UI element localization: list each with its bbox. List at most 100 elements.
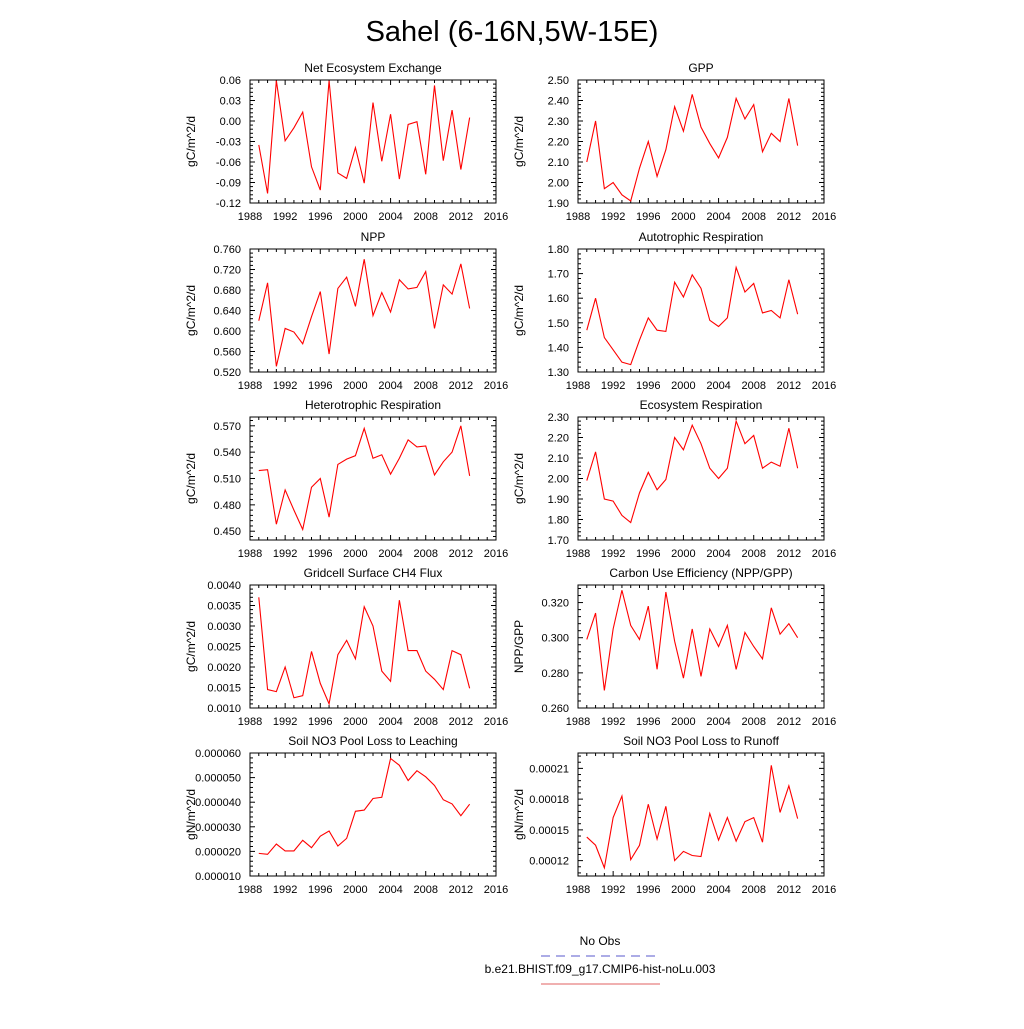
y-tick-label: 0.0015 bbox=[207, 683, 241, 695]
panel-title: Ecosystem Respiration bbox=[640, 398, 763, 412]
x-tick-label: 2008 bbox=[413, 380, 437, 392]
series-line bbox=[586, 590, 799, 691]
x-tick-label: 2004 bbox=[706, 884, 730, 896]
x-tick-label: 2000 bbox=[343, 548, 367, 560]
y-tick-label: 0.680 bbox=[213, 285, 241, 297]
y-tick-label: 0.560 bbox=[213, 347, 241, 359]
y-tick-label: 2.30 bbox=[548, 116, 569, 128]
y-tick-label: 0.300 bbox=[541, 633, 569, 645]
x-tick-label: 2012 bbox=[449, 716, 473, 728]
y-tick-label: 0.280 bbox=[541, 668, 569, 680]
y-tick-label: 0.570 bbox=[213, 421, 241, 433]
y-tick-label: 0.510 bbox=[213, 474, 241, 486]
x-tick-label: 2000 bbox=[671, 211, 695, 223]
x-tick-label: 1992 bbox=[273, 716, 297, 728]
y-tick-label: 2.30 bbox=[548, 412, 569, 424]
series-line bbox=[258, 80, 471, 194]
y-tick-label: 2.20 bbox=[548, 137, 569, 149]
x-tick-label: 1996 bbox=[308, 380, 332, 392]
x-tick-label: 2012 bbox=[777, 716, 801, 728]
y-tick-label: 2.10 bbox=[548, 157, 569, 169]
y-tick-label: 0.450 bbox=[213, 526, 241, 538]
y-axis-label: gC/m^2/d bbox=[184, 285, 198, 336]
series-line bbox=[258, 259, 471, 367]
x-tick-label: 1988 bbox=[238, 716, 262, 728]
panel-4: Autotrophic Respiration gC/m^2/d 1988 1992 1… bbox=[512, 230, 836, 392]
x-tick-label: 1988 bbox=[566, 884, 590, 896]
plot-frame bbox=[577, 248, 825, 373]
y-tick-label: 1.50 bbox=[548, 318, 569, 330]
y-tick-label: 1.70 bbox=[548, 269, 569, 281]
x-tick-label: 2008 bbox=[741, 380, 765, 392]
x-tick-label: 1996 bbox=[636, 380, 660, 392]
x-tick-label: 2016 bbox=[812, 211, 836, 223]
x-tick-label: 1988 bbox=[566, 211, 590, 223]
x-tick-label: 2000 bbox=[343, 211, 367, 223]
x-tick-label: 1996 bbox=[636, 211, 660, 223]
x-tick-label: 1996 bbox=[636, 548, 660, 560]
x-tick-label: 1988 bbox=[238, 548, 262, 560]
x-tick-label: 1992 bbox=[273, 380, 297, 392]
x-tick-label: 2012 bbox=[449, 548, 473, 560]
panel-3: NPP gC/m^2/d 1988 1992 1996 2000 2004 2008 2012 2… bbox=[184, 230, 508, 392]
x-tick-label: 2004 bbox=[378, 716, 402, 728]
y-tick-label: 0.540 bbox=[213, 447, 241, 459]
x-tick-label: 2000 bbox=[671, 716, 695, 728]
y-tick-label: -0.03 bbox=[216, 137, 241, 149]
y-tick-label: 0.000010 bbox=[195, 871, 241, 883]
y-axis-label: gC/m^2/d bbox=[512, 116, 526, 167]
x-tick-label: 2004 bbox=[378, 380, 402, 392]
panel-title: Carbon Use Efficiency (NPP/GPP) bbox=[609, 566, 792, 580]
y-tick-label: -0.09 bbox=[216, 178, 241, 190]
x-tick-label: 2004 bbox=[378, 211, 402, 223]
x-tick-label: 2004 bbox=[706, 548, 730, 560]
panel-2: GPP gC/m^2/d 1988 1992 1996 2000 2004 2008 2012 2… bbox=[512, 61, 836, 223]
y-axis-label: gC/m^2/d bbox=[512, 453, 526, 504]
series-line bbox=[258, 425, 471, 532]
y-tick-label: 0.00018 bbox=[529, 794, 569, 806]
y-axis-label: gC/m^2/d bbox=[512, 285, 526, 336]
x-tick-label: 2012 bbox=[449, 380, 473, 392]
y-tick-label: 0.0025 bbox=[207, 642, 241, 654]
y-tick-label: 0.0020 bbox=[207, 662, 241, 674]
x-tick-label: 2008 bbox=[741, 211, 765, 223]
y-tick-label: 0.000040 bbox=[195, 797, 241, 809]
panel-8: Carbon Use Efficiency (NPP/GPP) NPP/GPP 19… bbox=[512, 566, 836, 728]
panel-10: Soil NO3 Pool Loss to Runoff gN/m^2/d 1988… bbox=[512, 734, 836, 896]
y-tick-label: 0.0030 bbox=[207, 621, 241, 633]
y-tick-label: 1.40 bbox=[548, 342, 569, 354]
x-tick-label: 1992 bbox=[601, 548, 625, 560]
x-tick-label: 2004 bbox=[706, 380, 730, 392]
legend-label-no-obs: No Obs bbox=[580, 934, 621, 948]
x-tick-label: 2008 bbox=[413, 548, 437, 560]
y-tick-label: 1.60 bbox=[548, 293, 569, 305]
x-tick-label: 2000 bbox=[671, 884, 695, 896]
x-tick-label: 1992 bbox=[273, 548, 297, 560]
x-tick-label: 1996 bbox=[636, 884, 660, 896]
y-tick-label: 1.90 bbox=[548, 198, 569, 210]
x-tick-label: 1992 bbox=[273, 884, 297, 896]
y-tick-label: 1.80 bbox=[548, 515, 569, 527]
plot-frame bbox=[249, 584, 497, 709]
legend: No Obs b.e21.BHIST.f09_g17.CMIP6-hist-noL… bbox=[485, 934, 716, 985]
x-tick-label: 1992 bbox=[601, 211, 625, 223]
plot-frame bbox=[249, 79, 497, 204]
y-tick-label: 0.00012 bbox=[529, 856, 569, 868]
x-tick-label: 1992 bbox=[601, 380, 625, 392]
panel-1: Net Ecosystem Exchange gC/m^2/d 1988 1992 19… bbox=[184, 61, 508, 223]
y-tick-label: 0.000020 bbox=[195, 846, 241, 858]
y-tick-label: 2.00 bbox=[548, 474, 569, 486]
x-tick-label: 2004 bbox=[706, 716, 730, 728]
x-tick-label: 1996 bbox=[308, 548, 332, 560]
x-tick-label: 2000 bbox=[671, 548, 695, 560]
panel-title: Soil NO3 Pool Loss to Leaching bbox=[288, 734, 457, 748]
y-tick-label: 0.520 bbox=[213, 367, 241, 379]
x-tick-label: 2008 bbox=[741, 548, 765, 560]
y-tick-label: 2.20 bbox=[548, 433, 569, 445]
y-tick-label: 1.30 bbox=[548, 367, 569, 379]
panel-title: Net Ecosystem Exchange bbox=[304, 61, 442, 75]
y-axis-label: gN/m^2/d bbox=[184, 789, 198, 840]
x-tick-label: 2016 bbox=[812, 716, 836, 728]
y-tick-label: 0.0010 bbox=[207, 703, 241, 715]
